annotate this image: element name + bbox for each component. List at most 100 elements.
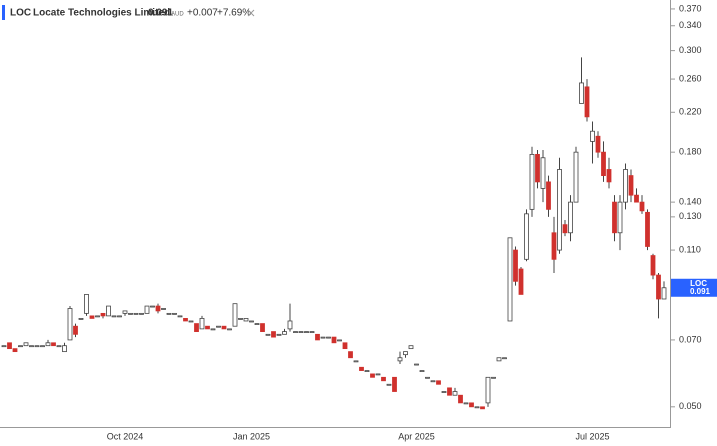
y-tick-label: 0.340 — [679, 20, 702, 30]
candle — [183, 318, 188, 322]
candle — [551, 216, 557, 274]
candle-body — [595, 135, 601, 153]
candle — [540, 149, 546, 203]
candle-body — [51, 342, 56, 347]
candle-body — [271, 331, 276, 338]
candle-body — [326, 336, 331, 339]
y-tick-label: 0.180 — [679, 147, 702, 157]
candle — [111, 315, 117, 318]
candle — [595, 131, 601, 158]
candle-body — [150, 305, 155, 308]
candle-body — [62, 345, 67, 353]
candle — [265, 333, 271, 336]
y-tick-label: 0.070 — [679, 334, 702, 344]
candle-body — [386, 383, 392, 386]
candle — [106, 305, 111, 317]
candle-body — [656, 274, 661, 300]
candle-body — [491, 376, 496, 379]
candle — [12, 348, 18, 353]
candle-body — [84, 294, 89, 314]
candle-body — [177, 315, 183, 318]
candle-body — [34, 345, 40, 348]
candle — [579, 57, 584, 104]
candle-body — [474, 406, 480, 409]
candle — [150, 305, 155, 308]
candle — [62, 342, 67, 353]
candle — [29, 345, 34, 348]
last-price: 0.091 — [148, 8, 173, 19]
candle-body — [95, 315, 100, 318]
candle — [34, 345, 40, 348]
candle — [661, 281, 667, 300]
candle — [100, 312, 106, 319]
candle-body — [232, 303, 238, 327]
candle-body — [392, 376, 397, 392]
candle — [78, 318, 84, 320]
candle — [623, 163, 628, 210]
candle-body — [375, 373, 381, 376]
currency: AUD — [171, 12, 184, 18]
candle — [485, 376, 491, 407]
candle — [128, 312, 133, 315]
candle — [639, 195, 645, 214]
candle-body — [551, 232, 557, 260]
candle-body — [183, 318, 188, 322]
candle-body — [529, 153, 535, 210]
candle-body — [606, 169, 612, 183]
candle-body — [194, 323, 199, 332]
candle — [177, 315, 183, 318]
candle — [221, 325, 227, 330]
candle-body — [650, 255, 656, 276]
candle — [568, 195, 573, 242]
candle-body — [469, 402, 474, 408]
candle-body — [639, 201, 645, 212]
candle — [73, 323, 78, 338]
candle-body — [315, 333, 320, 341]
candle-body — [623, 169, 628, 203]
candle — [491, 376, 496, 379]
candle — [122, 310, 128, 316]
candle-body — [210, 328, 216, 331]
candle — [441, 391, 447, 393]
close-button[interactable] — [247, 9, 255, 17]
candle — [474, 406, 480, 409]
candle — [386, 383, 392, 386]
candle — [326, 336, 331, 339]
candle — [617, 195, 623, 251]
candle-body — [617, 201, 623, 234]
candle — [452, 387, 458, 396]
x-tick-label: Jul 2025 — [575, 431, 609, 441]
candle-body — [628, 175, 634, 196]
candle-body — [78, 318, 84, 320]
candle-body — [23, 342, 29, 347]
candle-body — [634, 194, 639, 203]
y-tick-label: 0.050 — [679, 401, 702, 411]
candle-body — [117, 315, 122, 318]
header[interactable]: LOC Locate Technologies Limited 0.091 AU… — [2, 5, 255, 20]
candle — [95, 315, 100, 318]
candle — [590, 121, 595, 164]
candle — [243, 318, 249, 322]
y-tick-label: 0.130 — [679, 211, 702, 221]
candle — [194, 323, 199, 332]
candle — [342, 342, 348, 350]
candle-body — [337, 339, 342, 342]
candle — [56, 345, 62, 348]
candle — [458, 394, 463, 404]
candle-body — [430, 380, 436, 383]
candle-body — [106, 305, 111, 317]
candle — [298, 331, 304, 333]
candle-body — [282, 331, 287, 335]
candle-body — [496, 357, 502, 362]
candle — [254, 323, 260, 325]
candle — [320, 336, 326, 339]
price-tag-box — [671, 278, 717, 297]
candle-body — [221, 325, 227, 330]
candle — [155, 303, 161, 314]
candle — [414, 363, 419, 366]
candle — [645, 209, 650, 251]
candle-body — [128, 312, 133, 315]
candle — [282, 328, 287, 335]
x-tick-label: Oct 2024 — [107, 431, 144, 441]
